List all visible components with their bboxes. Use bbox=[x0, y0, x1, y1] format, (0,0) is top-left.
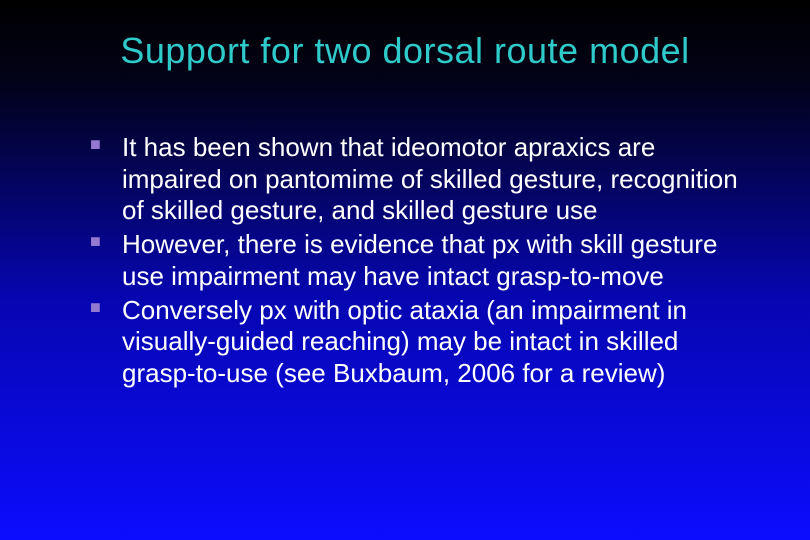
bullet-item: It has been shown that ideomotor apraxic… bbox=[90, 132, 740, 227]
slide: Support for two dorsal route model It ha… bbox=[0, 0, 810, 540]
slide-title: Support for two dorsal route model bbox=[50, 30, 760, 72]
bullet-item: However, there is evidence that px with … bbox=[90, 229, 740, 292]
bullet-list: It has been shown that ideomotor apraxic… bbox=[50, 132, 760, 390]
bullet-item: Conversely px with optic ataxia (an impa… bbox=[90, 295, 740, 390]
